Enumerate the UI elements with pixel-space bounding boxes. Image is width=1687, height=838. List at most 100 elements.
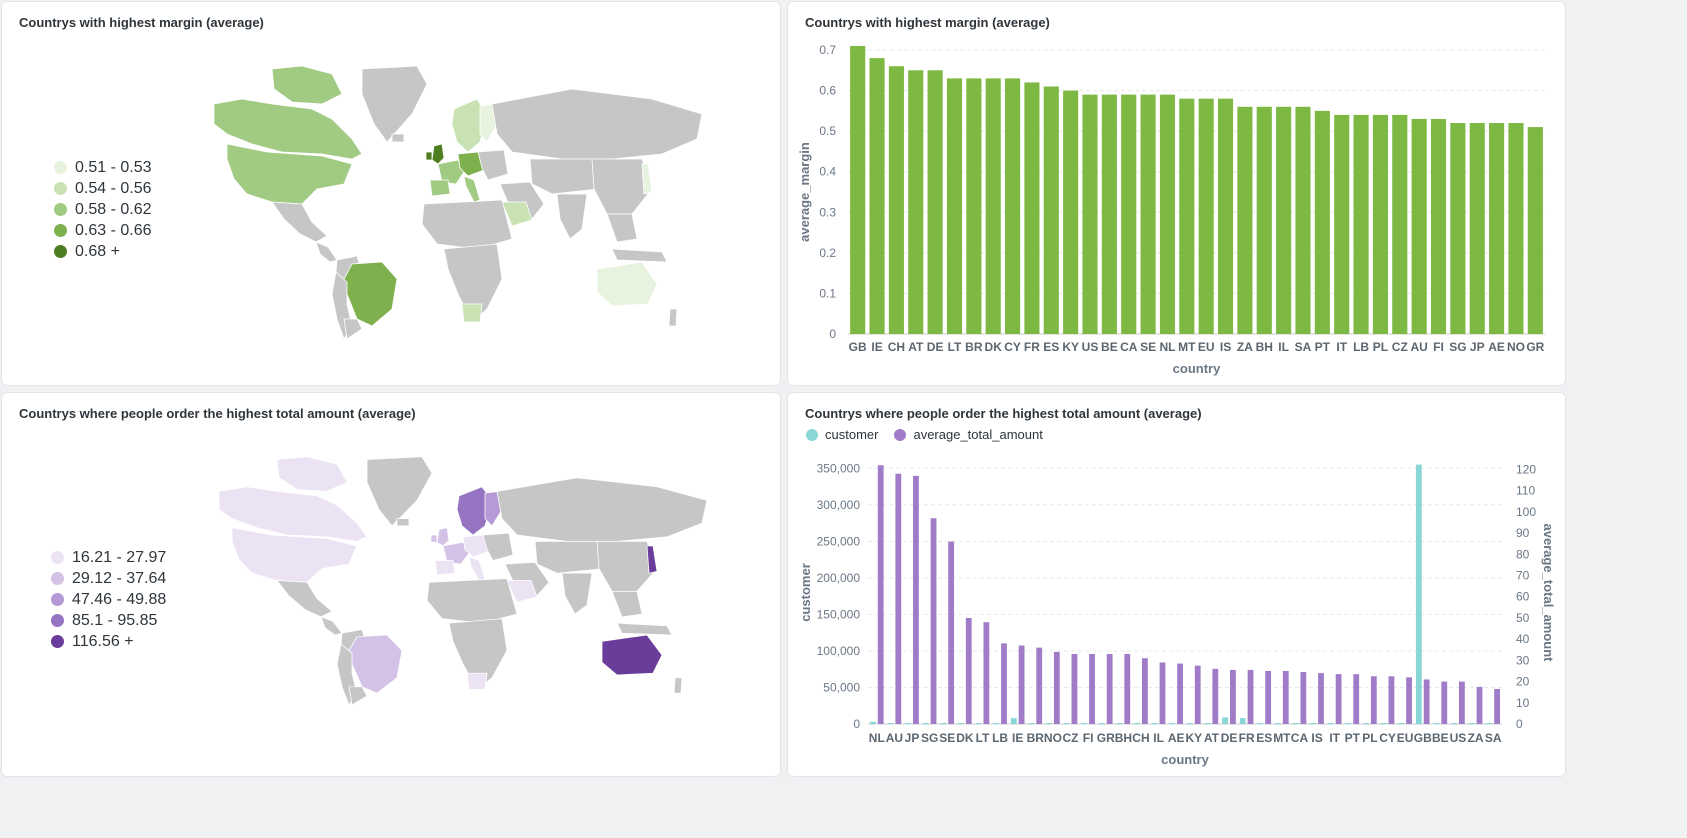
map-legend: 16.21 - 27.97 29.12 - 37.64 47.46 - 49.8…	[51, 547, 166, 652]
bar-customer	[1345, 723, 1352, 724]
bar	[1450, 123, 1466, 335]
legend-swatch-average-total-amount	[894, 428, 907, 441]
legend-label: 0.68 +	[75, 243, 120, 260]
bar	[1179, 98, 1195, 334]
country-central-asia	[529, 158, 599, 195]
legend-swatch	[54, 203, 67, 216]
country-indonesia	[611, 248, 668, 263]
bar	[1372, 114, 1388, 335]
x-tick-label: IS	[1220, 340, 1231, 354]
y-tick-label: 0.7	[819, 43, 836, 57]
x-tick-label: EU	[1198, 340, 1215, 354]
y2-axis-title: average_total_amount	[1541, 524, 1556, 663]
country-ireland	[425, 151, 433, 161]
bar-customer	[975, 723, 982, 724]
x-tick-label: AE	[1488, 340, 1505, 354]
x-tick-label: SA	[1295, 340, 1312, 354]
x-tick-label: IS	[1311, 731, 1322, 745]
legend-label-customer[interactable]: customer	[825, 427, 879, 442]
bar-average-total-amount	[1177, 663, 1184, 724]
country-iceland	[396, 518, 410, 527]
bar	[1334, 114, 1350, 335]
legend-swatch	[54, 224, 67, 237]
y-tick-label: 0.6	[819, 84, 836, 98]
bar-customer	[1151, 723, 1158, 724]
legend-item[interactable]: 0.68 +	[54, 241, 152, 262]
country-central-asia	[534, 541, 604, 574]
x-tick-label: AU	[1410, 340, 1427, 354]
bar-average-total-amount	[1335, 674, 1342, 724]
bar-customer	[1046, 723, 1052, 724]
country-central-am	[315, 241, 338, 263]
x-tick-label: AE	[1168, 731, 1185, 745]
y2-tick-label: 50	[1516, 611, 1530, 625]
country-japan	[641, 163, 653, 195]
legend-item[interactable]: 116.56 +	[51, 631, 166, 652]
bar-customer	[1028, 723, 1035, 724]
legend-label: 116.56 +	[72, 633, 134, 650]
bar-customer	[887, 723, 894, 724]
x-tick-label: FI	[1083, 731, 1094, 745]
country-greenland	[361, 65, 428, 143]
legend-item[interactable]: 0.51 - 0.53	[54, 157, 152, 178]
x-tick-label: SA	[1485, 731, 1502, 745]
world-map[interactable]	[212, 64, 712, 339]
bar	[1043, 86, 1059, 334]
country-russia	[491, 88, 703, 160]
bar	[1198, 98, 1214, 334]
x-tick-label: CZ	[1063, 731, 1079, 745]
x-tick-label: ZA	[1468, 731, 1484, 745]
country-italy	[463, 175, 481, 203]
y-tick-label: 0.1	[819, 286, 836, 300]
bar	[1430, 118, 1447, 334]
country-south-africa	[461, 303, 483, 323]
country-mexico	[276, 580, 333, 618]
map-card-margin: Countrys with highest margin (average) 0…	[1, 1, 781, 386]
legend-item[interactable]: 0.54 - 0.56	[54, 178, 152, 199]
legend-item[interactable]: 0.58 - 0.62	[54, 199, 152, 220]
country-east-europe	[477, 149, 509, 181]
legend-item[interactable]: 47.46 - 49.88	[51, 589, 166, 610]
y-tick-label: 0.2	[819, 246, 836, 260]
bar-average-total-amount	[1247, 669, 1254, 724]
y2-tick-label: 120	[1516, 462, 1536, 476]
bar	[966, 78, 982, 335]
x-tick-label: LT	[948, 340, 962, 354]
bar	[869, 58, 885, 334]
bar-average-total-amount	[1053, 651, 1060, 724]
legend-item[interactable]: 85.1 - 95.85	[51, 610, 166, 631]
legend-swatch	[54, 161, 67, 174]
legend-item[interactable]: 16.21 - 27.97	[51, 547, 166, 568]
x-tick-label: BE	[1432, 731, 1449, 745]
map-legend: 0.51 - 0.53 0.54 - 0.56 0.58 - 0.62 0.63…	[54, 157, 152, 262]
country-se-asia	[611, 591, 643, 618]
legend-item[interactable]: 29.12 - 37.64	[51, 568, 166, 589]
x-tick-label: IL	[1278, 340, 1289, 354]
x-tick-label: SG	[921, 731, 938, 745]
x-tick-label: BR	[1027, 731, 1045, 745]
bar-average-total-amount	[965, 617, 972, 724]
x-tick-label: FR	[1024, 340, 1040, 354]
y-tick-label: 300,000	[817, 498, 861, 512]
x-tick-label: ES	[1043, 340, 1059, 354]
legend-label-average-total-amount[interactable]: average_total_amount	[913, 427, 1043, 442]
country-australia	[601, 634, 663, 676]
bar-customer	[1275, 723, 1281, 724]
bar-customer	[1116, 723, 1123, 724]
bar	[1063, 90, 1079, 334]
legend-item[interactable]: 0.63 - 0.66	[54, 220, 152, 241]
world-map[interactable]	[217, 455, 717, 705]
x-tick-label: KY	[1185, 731, 1202, 745]
bar	[1140, 94, 1156, 334]
bar	[1217, 98, 1234, 334]
country-australia	[596, 261, 658, 307]
bar-average-total-amount	[1423, 679, 1430, 724]
x-tick-label: GB	[849, 340, 867, 354]
bar	[1237, 106, 1253, 334]
bar	[1024, 82, 1040, 334]
bar-customer	[1134, 722, 1140, 724]
x-tick-label: DK	[956, 731, 974, 745]
card-title: Countrys with highest margin (average)	[805, 15, 1050, 30]
bar	[1256, 106, 1272, 334]
bar-average-total-amount	[1071, 654, 1078, 724]
